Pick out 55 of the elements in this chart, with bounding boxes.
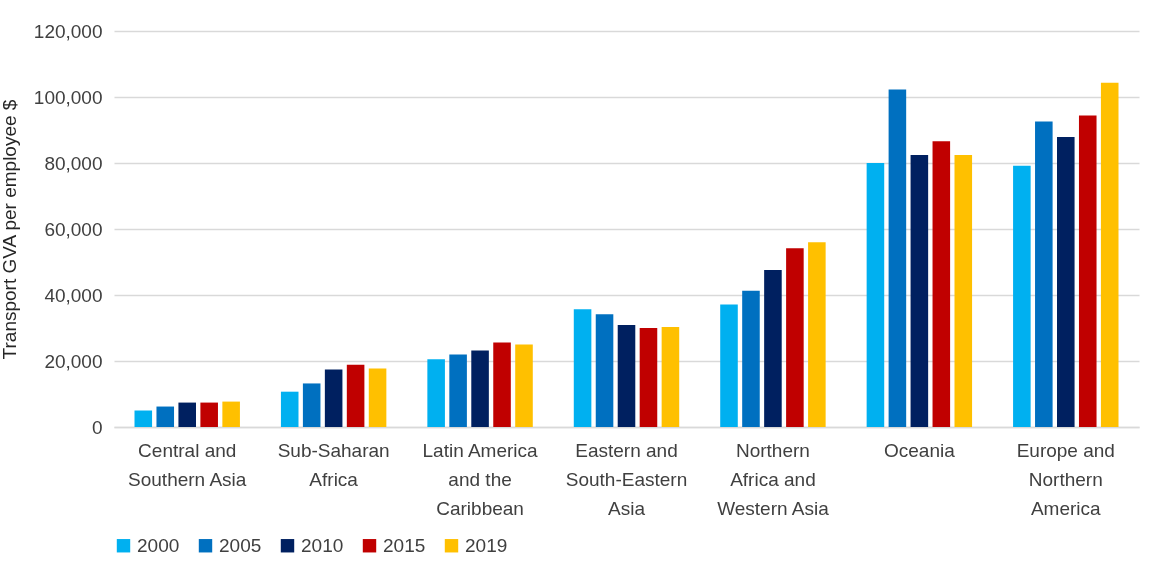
bar [954,155,973,427]
x-tick-label: Northern Africa and Western Asia [717,439,830,519]
legend-label: 2000 [137,534,180,556]
bar [595,314,614,427]
legend-label: 2005 [219,534,262,556]
legend-label: 2010 [301,534,344,556]
bar [368,368,387,427]
x-tick-label: Oceania [883,439,956,461]
bar [866,163,885,427]
bar [742,290,760,427]
bar [427,359,445,427]
bar [932,141,951,427]
x-tick-label: Latin America and the Caribbean [422,439,539,519]
bar [1035,121,1053,427]
legend-label: 2015 [383,534,426,556]
bar [515,344,533,427]
bar [493,342,511,427]
bar [808,242,826,427]
y-tick-label: 20,000 [44,350,103,372]
bar [1057,136,1075,427]
bar [573,309,592,427]
bar [1013,165,1031,427]
bar [471,350,489,427]
bar [324,369,343,427]
bar [888,89,907,427]
bar [764,269,782,427]
bar [156,406,175,427]
legend-label: 2019 [465,534,508,556]
bar [639,328,658,427]
bar [134,410,153,427]
bar [449,354,467,427]
bar [617,325,636,427]
bar [178,402,196,427]
bar [786,248,804,427]
y-tick-label: 40,000 [44,284,103,306]
bar [200,402,218,427]
bar [1078,115,1097,427]
x-tick-label: Central and Southern Asia [128,439,247,490]
y-tick-label: 0 [91,416,103,438]
y-axis-title: Transport GVA per employee $ [0,99,20,360]
x-tick-label: Europe and Northern America [1016,439,1115,519]
bar [222,401,240,427]
bar [280,391,299,427]
y-tick-label: 120,000 [33,20,103,42]
bar [346,364,365,427]
bar [302,383,321,427]
y-tick-label: 80,000 [44,152,103,174]
x-tick-label: Sub-Saharan Africa [277,439,390,490]
bar [1100,82,1119,427]
y-tick-label: 100,000 [33,86,103,108]
bar [720,304,738,427]
bar [910,155,929,427]
y-tick-label: 60,000 [44,218,103,240]
bar [661,327,680,427]
x-tick-label: Eastern and South-Eastern Asia [565,439,688,519]
